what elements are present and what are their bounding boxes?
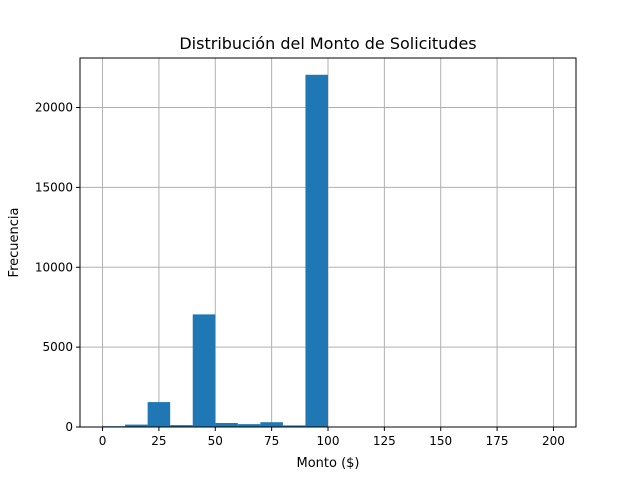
- x-tick-label: 50: [208, 434, 223, 448]
- chart-title: Distribución del Monto de Solicitudes: [179, 34, 476, 53]
- histogram-bar: [305, 74, 328, 427]
- histogram-bar: [260, 422, 283, 427]
- x-axis-label: Monto ($): [296, 456, 359, 471]
- histogram-bar: [125, 424, 148, 427]
- x-tick-label: 175: [486, 434, 509, 448]
- histogram-bar: [282, 425, 306, 427]
- x-tick-label: 125: [373, 434, 396, 448]
- x-tick-label: 150: [429, 434, 452, 448]
- bars-layer: [102, 74, 328, 427]
- x-tick-label: 0: [99, 434, 107, 448]
- y-tick-label: 5000: [42, 340, 73, 354]
- histogram-bar: [215, 423, 238, 427]
- ticks-layer: 0 25 50 75 100 125 150 175 200 0 5000 10000 15000 200…: [35, 101, 565, 448]
- x-tick-label: 25: [151, 434, 166, 448]
- y-tick-label: 15000: [35, 180, 73, 194]
- histogram-bar: [237, 424, 261, 427]
- x-tick-label: 100: [317, 434, 340, 448]
- y-tick-label: 0: [65, 420, 73, 434]
- y-axis-label: Frecuencia: [7, 208, 22, 278]
- y-tick-label: 10000: [35, 260, 73, 274]
- x-tick-label: 200: [542, 434, 565, 448]
- histogram-bar: [147, 402, 171, 427]
- x-tick-label: 75: [264, 434, 279, 448]
- histogram-bar: [192, 314, 216, 427]
- histogram-bar: [170, 425, 193, 427]
- y-tick-label: 20000: [35, 101, 73, 115]
